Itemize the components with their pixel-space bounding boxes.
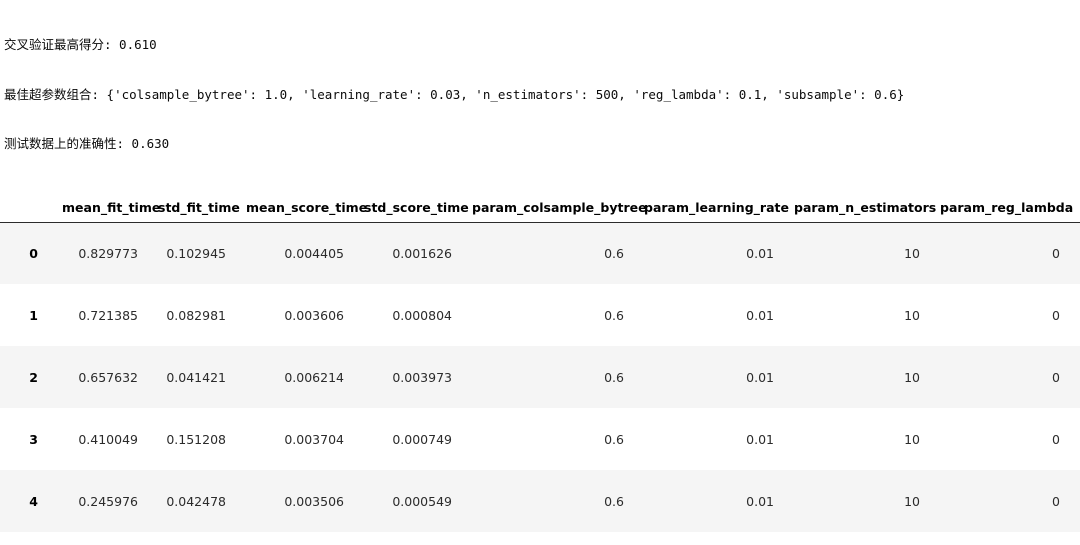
column-header-param-n-estimators[interactable]: param_n_estimators <box>784 199 936 223</box>
table-cell-mean_score_time: ... <box>236 532 354 545</box>
table-cell-mean_fit_time: 0.410049 <box>78 431 138 447</box>
table-cell-param_reg_lambda: 0 <box>1052 307 1060 323</box>
column-header-std-score-time[interactable]: std_score_time <box>354 199 469 223</box>
dataframe-body: 0 0.829773 0.102945 0.004405 0.001626 0.6 0.01… <box>0 222 1080 545</box>
table-cell-param_learning_rate: 0.01 <box>746 245 774 261</box>
table-cell-std_fit_time: 0.041421 <box>166 369 226 385</box>
table-cell-param_learning_rate: 0.01 <box>746 369 774 385</box>
table-cell-para: ... <box>1070 532 1080 545</box>
column-header-index <box>0 199 52 223</box>
header-row: mean_fit_time std_fit_time mean_score_ti… <box>0 199 1080 223</box>
table-cell-param_learning_rate: ... <box>634 532 784 545</box>
table-cell-std_score_time: 0.000749 <box>392 431 452 447</box>
table-cell-std_fit_time: 0.082981 <box>166 307 226 323</box>
table-cell-param_colsample_bytree: 0.6 <box>604 307 624 323</box>
table-cell-param_n_estimators: 10 <box>904 307 920 323</box>
table-cell-para <box>1070 284 1080 346</box>
table-cell-mean_fit_time: ... <box>52 532 148 545</box>
table-cell-param_n_estimators: ... <box>784 532 930 545</box>
table-cell-mean_score_time: 0.006214 <box>284 369 344 385</box>
table-cell-param_colsample_bytree: 0.6 <box>604 245 624 261</box>
table-cell-param_colsample_bytree: 0.6 <box>604 431 624 447</box>
table-cell-param_reg_lambda: 0 <box>1052 431 1060 447</box>
table-cell-mean_fit_time: 0.657632 <box>78 369 138 385</box>
column-header-param-reg-lambda[interactable]: param_reg_lambda <box>930 199 1073 223</box>
table-cell-std_score_time: 0.000549 <box>392 493 452 509</box>
table-cell-mean_fit_time: 0.829773 <box>78 245 138 261</box>
table-cell-param_reg_lambda: 0 <box>1052 245 1060 261</box>
table-row[interactable]: 3 0.410049 0.151208 0.003704 0.000749 0.6 0.01… <box>0 408 1080 470</box>
row-index-cell: ... <box>0 532 52 545</box>
table-cell-std_score_time: 0.003973 <box>392 369 452 385</box>
table-row[interactable]: .............................. <box>0 532 1080 545</box>
stdout-text-block: 交叉验证最高得分: 0.610 最佳超参数组合: {'colsample_byt… <box>0 0 1080 186</box>
table-cell-para <box>1070 222 1080 284</box>
table-cell-param_colsample_bytree: 0.6 <box>604 369 624 385</box>
table-cell-std_score_time: 0.001626 <box>392 245 452 261</box>
column-header-param-learning-rate[interactable]: param_learning_rate <box>634 199 789 223</box>
table-row[interactable]: 4 0.245976 0.042478 0.003506 0.000549 0.6 0.01… <box>0 470 1080 532</box>
table-cell-para <box>1070 470 1080 532</box>
table-cell-param_learning_rate: 0.01 <box>746 493 774 509</box>
table-cell-mean_fit_time: 0.245976 <box>78 493 138 509</box>
table-row[interactable]: 0 0.829773 0.102945 0.004405 0.001626 0.6 0.01… <box>0 222 1080 284</box>
stdout-line-test-accuracy: 测试数据上的准确性: 0.630 <box>4 136 170 151</box>
table-cell-mean_score_time: 0.003506 <box>284 493 344 509</box>
cv-results-dataframe: mean_fit_time std_fit_time mean_score_ti… <box>0 199 1080 545</box>
column-header-std-fit-time[interactable]: std_fit_time <box>148 199 240 223</box>
table-cell-mean_score_time: 0.003606 <box>284 307 344 323</box>
column-header-mean-score-time[interactable]: mean_score_time <box>236 199 367 223</box>
column-header-param-colsample-bytree[interactable]: param_colsample_bytree <box>462 199 647 223</box>
table-cell-param_learning_rate: 0.01 <box>746 431 774 447</box>
table-cell-std_fit_time: 0.151208 <box>166 431 226 447</box>
dataframe-container[interactable]: mean_fit_time std_fit_time mean_score_ti… <box>0 199 1080 545</box>
table-cell-para <box>1070 346 1080 408</box>
table-cell-param_n_estimators: 10 <box>904 369 920 385</box>
row-index-cell: 3 <box>29 431 38 447</box>
table-row[interactable]: 1 0.721385 0.082981 0.003606 0.000804 0.6 0.01… <box>0 284 1080 346</box>
stdout-line-best-cv-score: 交叉验证最高得分: 0.610 <box>4 37 157 52</box>
stdout-line-best-params: 最佳超参数组合: {'colsample_bytree': 1.0, 'lear… <box>4 86 905 102</box>
table-row[interactable]: 2 0.657632 0.041421 0.006214 0.003973 0.6 0.01… <box>0 346 1080 408</box>
table-cell-std_fit_time: 0.102945 <box>166 245 226 261</box>
column-header-mean-fit-time[interactable]: mean_fit_time <box>52 199 160 223</box>
table-cell-param_n_estimators: 10 <box>904 431 920 447</box>
table-cell-param_reg_lambda: 0 <box>1052 369 1060 385</box>
table-cell-param_n_estimators: 10 <box>904 245 920 261</box>
table-cell-mean_fit_time: 0.721385 <box>78 307 138 323</box>
row-index-cell: 0 <box>29 245 38 261</box>
table-cell-std_fit_time: 0.042478 <box>166 493 226 509</box>
row-index-cell: 4 <box>29 493 38 509</box>
table-cell-param_reg_lambda: ... <box>930 532 1070 545</box>
table-cell-param_learning_rate: 0.01 <box>746 307 774 323</box>
row-index-cell: 1 <box>29 307 38 323</box>
row-index-cell: 2 <box>29 369 38 385</box>
table-cell-param_colsample_bytree: ... <box>462 532 634 545</box>
table-cell-mean_score_time: 0.004405 <box>284 245 344 261</box>
table-cell-std_score_time: ... <box>354 532 462 545</box>
table-cell-mean_score_time: 0.003704 <box>284 431 344 447</box>
table-cell-para <box>1070 408 1080 470</box>
table-cell-std_fit_time: ... <box>148 532 236 545</box>
table-cell-param_reg_lambda: 0 <box>1052 493 1060 509</box>
table-cell-std_score_time: 0.000804 <box>392 307 452 323</box>
dataframe-header: mean_fit_time std_fit_time mean_score_ti… <box>0 199 1080 223</box>
column-header-param-subsample-clipped[interactable]: para <box>1070 199 1080 223</box>
table-cell-param_n_estimators: 10 <box>904 493 920 509</box>
table-cell-param_colsample_bytree: 0.6 <box>604 493 624 509</box>
